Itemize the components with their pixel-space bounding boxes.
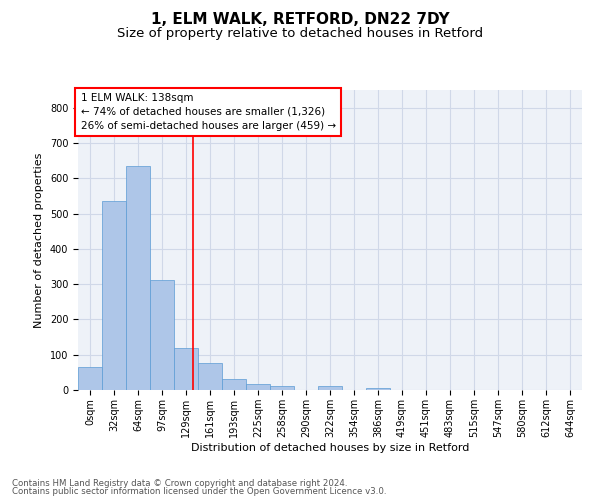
Text: 1, ELM WALK, RETFORD, DN22 7DY: 1, ELM WALK, RETFORD, DN22 7DY — [151, 12, 449, 28]
Bar — [174, 348, 198, 390]
Bar — [126, 166, 150, 390]
Bar — [222, 380, 246, 390]
Bar — [318, 386, 342, 390]
Bar — [270, 386, 294, 390]
Bar — [102, 201, 126, 390]
Bar — [246, 384, 270, 390]
Bar — [78, 367, 102, 390]
Text: 1 ELM WALK: 138sqm
← 74% of detached houses are smaller (1,326)
26% of semi-deta: 1 ELM WALK: 138sqm ← 74% of detached hou… — [80, 93, 335, 131]
Y-axis label: Number of detached properties: Number of detached properties — [34, 152, 44, 328]
Bar — [366, 388, 390, 390]
Text: Size of property relative to detached houses in Retford: Size of property relative to detached ho… — [117, 28, 483, 40]
Text: Contains HM Land Registry data © Crown copyright and database right 2024.: Contains HM Land Registry data © Crown c… — [12, 478, 347, 488]
Bar — [198, 363, 222, 390]
Bar — [150, 280, 174, 390]
Text: Contains public sector information licensed under the Open Government Licence v3: Contains public sector information licen… — [12, 487, 386, 496]
X-axis label: Distribution of detached houses by size in Retford: Distribution of detached houses by size … — [191, 442, 469, 452]
